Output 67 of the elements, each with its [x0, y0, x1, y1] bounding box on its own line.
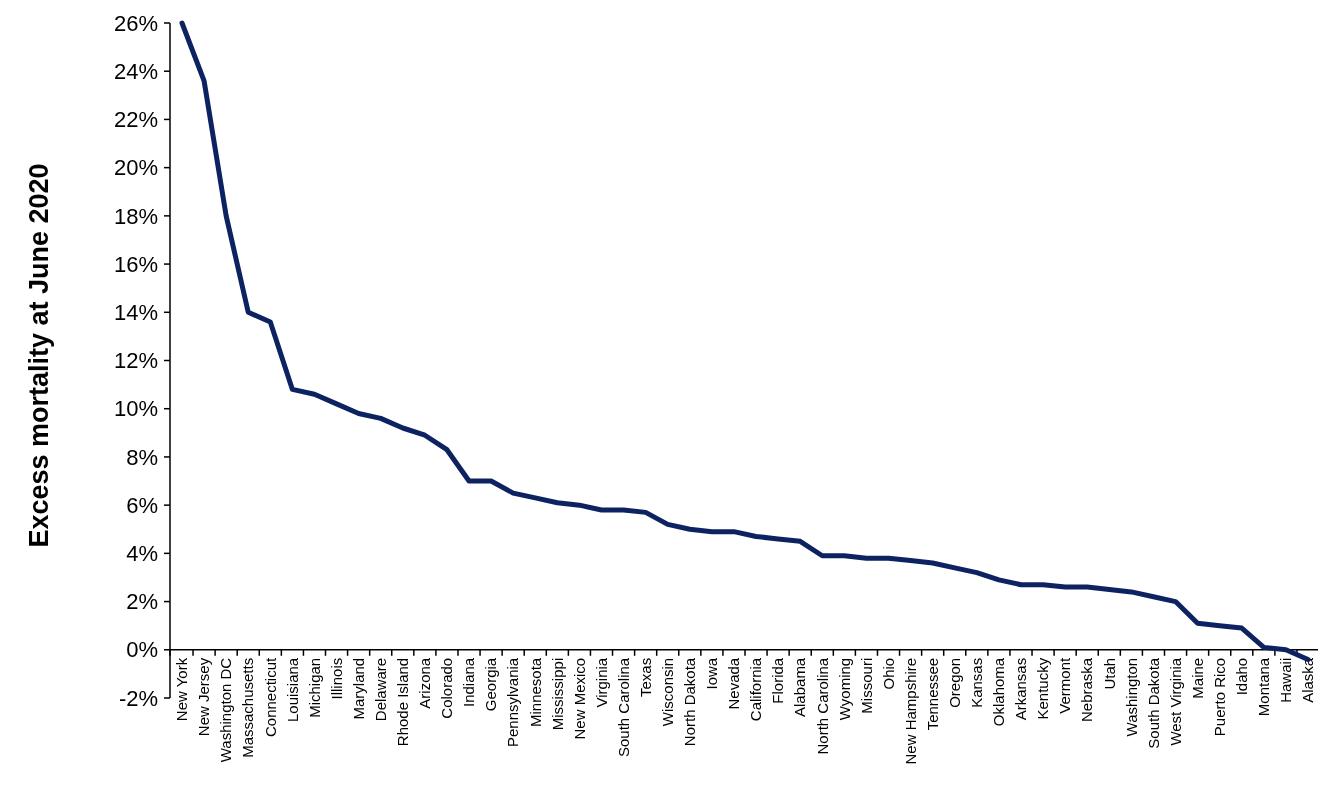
x-tick-label: Arizona — [416, 657, 434, 709]
x-tick-label: Oklahoma — [990, 657, 1008, 727]
x-tick-label: Virginia — [592, 657, 610, 708]
x-tick-label: Ohio — [879, 657, 897, 690]
x-tick-label: Kansas — [968, 657, 986, 708]
x-tick-label: New Mexico — [570, 657, 588, 740]
x-tick-label: Idaho — [1233, 657, 1251, 696]
x-tick-label: Vermont — [1056, 656, 1074, 714]
x-tick-label: North Dakota — [681, 657, 699, 747]
x-tick-label: South Dakota — [1144, 657, 1162, 749]
x-tick-label: Kentucky — [1034, 657, 1052, 720]
y-tick-label: 18% — [113, 203, 158, 229]
y-tick-label: 20% — [113, 155, 158, 181]
y-tick-label: 26% — [113, 10, 158, 36]
x-tick-label: Washington — [1122, 657, 1140, 737]
x-tick-label: Utah — [1100, 657, 1118, 690]
y-tick-label: 4% — [126, 541, 158, 567]
x-tick-label: New York — [173, 657, 191, 722]
x-tick-label: Colorado — [438, 657, 456, 719]
y-tick-label: 0% — [126, 637, 158, 663]
y-axis-title: Excess mortality at June 2020 — [24, 163, 54, 548]
x-tick-label: Texas — [636, 657, 654, 697]
x-tick-label: North Carolina — [813, 657, 831, 755]
x-tick-label: Arkansas — [1012, 657, 1030, 721]
x-tick-label: Georgia — [482, 657, 500, 712]
x-tick-label: Maine — [1188, 657, 1206, 699]
x-tick-label: Wisconsin — [658, 657, 676, 727]
y-tick-label: 24% — [113, 58, 158, 84]
x-tick-label: Pennsylvania — [504, 657, 522, 748]
x-tick-label: Michigan — [305, 657, 323, 718]
x-tick-label: California — [747, 657, 765, 722]
x-tick-label: Missouri — [857, 657, 875, 714]
x-tick-label: Florida — [769, 657, 787, 704]
y-tick-label: -2% — [118, 685, 158, 711]
x-tick-label: Maryland — [349, 657, 367, 720]
x-tick-label: New Jersey — [195, 657, 213, 737]
x-tick-label: Tennessee — [923, 657, 941, 731]
y-tick-label: 2% — [126, 589, 158, 615]
x-tick-label: Nevada — [725, 657, 743, 710]
x-tick-label: Connecticut — [261, 656, 279, 737]
y-tick-label: 8% — [126, 444, 158, 470]
y-tick-label: 12% — [113, 348, 158, 374]
y-tick-label: 10% — [113, 396, 158, 422]
x-tick-label: Washington DC — [217, 657, 235, 763]
x-tick-label: Mississippi — [548, 657, 566, 731]
x-tick-label: Nebraska — [1078, 657, 1096, 722]
x-tick-label: New Hampshire — [901, 657, 919, 765]
x-tick-label: Iowa — [703, 657, 721, 690]
x-tick-label: Rhode Island — [394, 657, 412, 747]
x-tick-label: Massachusetts — [239, 657, 257, 758]
y-tick-label: 22% — [113, 107, 158, 133]
x-tick-label: Indiana — [460, 657, 478, 707]
x-tick-label: Delaware — [371, 657, 389, 722]
x-tick-label: West Virginia — [1166, 657, 1184, 746]
x-tick-label: Hawaii — [1277, 657, 1295, 703]
x-tick-label: Oregon — [946, 657, 963, 708]
x-tick-label: Alabama — [791, 657, 809, 717]
y-tick-label: 14% — [113, 299, 158, 325]
x-tick-label: Louisiana — [283, 657, 301, 722]
x-tick-label: Minnesota — [526, 657, 544, 727]
x-tick-label: Illinois — [327, 657, 345, 700]
x-tick-label: Wyoming — [835, 657, 853, 721]
x-tick-label: Montana — [1255, 657, 1273, 717]
y-tick-label: 16% — [113, 251, 158, 277]
x-tick-label: Puerto Rico — [1210, 657, 1228, 737]
x-tick-label: South Carolina — [614, 657, 632, 758]
y-tick-label: 6% — [126, 492, 158, 518]
